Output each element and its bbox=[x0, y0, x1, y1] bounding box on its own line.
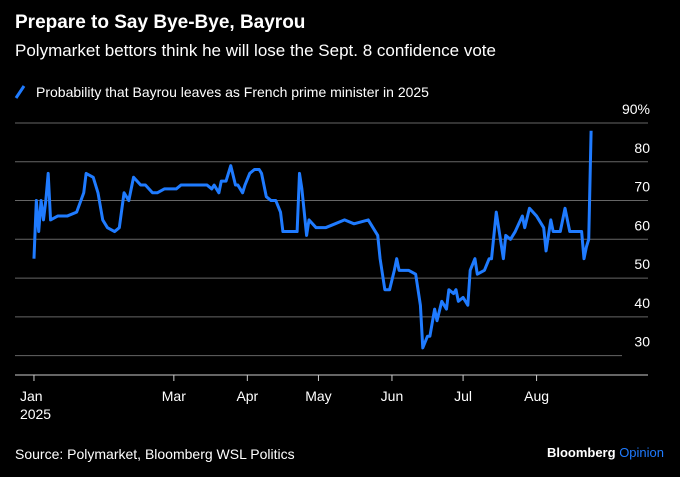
source: Source: Polymarket, Bloomberg WSL Politi… bbox=[15, 446, 295, 462]
y-tick-label: 50 bbox=[634, 256, 650, 272]
x-tick-label: Apr bbox=[236, 388, 258, 404]
x-tick-label: Mar bbox=[162, 388, 186, 404]
x-tick-label: Jul bbox=[454, 388, 472, 404]
y-tick-label: 30 bbox=[634, 334, 650, 350]
chart-title: Prepare to Say Bye-Bye, Bayrou bbox=[15, 12, 305, 33]
brand-name: Bloomberg bbox=[547, 445, 616, 460]
legend-label: Probability that Bayrou leaves as French… bbox=[36, 84, 429, 100]
chart-subtitle: Polymarket bettors think he will lose th… bbox=[15, 41, 496, 60]
y-tick-label: 40 bbox=[634, 295, 650, 311]
x-tick-label: Jan bbox=[20, 388, 43, 404]
y-tick-label: 70 bbox=[634, 179, 650, 195]
x-tick-label: Aug bbox=[524, 388, 549, 404]
x-year-label: 2025 bbox=[20, 406, 51, 422]
series-line bbox=[32, 130, 593, 350]
y-tick-label: 90% bbox=[622, 101, 650, 117]
y-tick-label: 60 bbox=[634, 217, 650, 233]
y-tick-label: 80 bbox=[634, 140, 650, 156]
x-tick-label: Jun bbox=[381, 388, 404, 404]
legend-swatch bbox=[14, 85, 26, 99]
x-tick-label: May bbox=[305, 388, 331, 404]
brand-sub: Opinion bbox=[619, 445, 664, 460]
brand: Bloomberg Opinion bbox=[547, 445, 664, 460]
